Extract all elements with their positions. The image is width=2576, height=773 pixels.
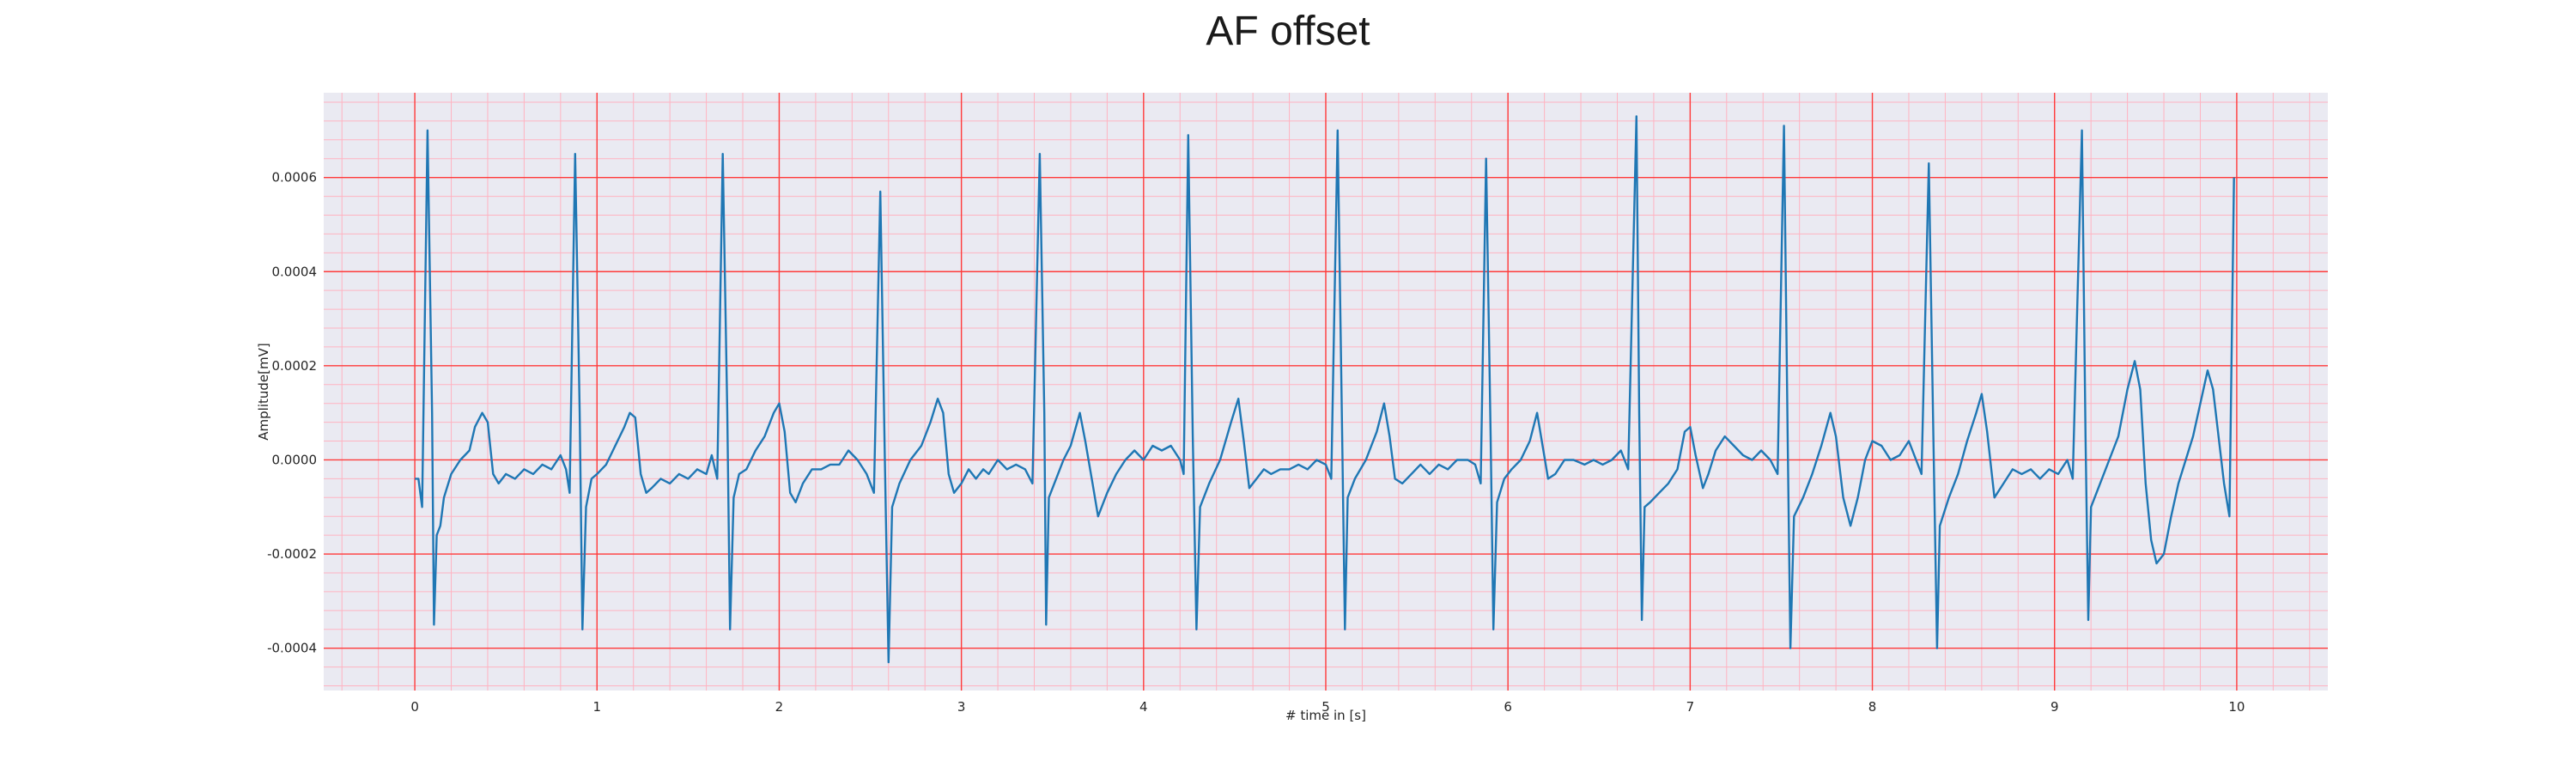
x-tick-label: 0: [410, 699, 419, 715]
chart-title: AF offset: [1206, 9, 1370, 54]
x-tick-label: 4: [1139, 699, 1148, 715]
y-tick-label: -0.0004: [267, 641, 317, 656]
x-tick-label: 5: [1321, 699, 1330, 715]
x-tick-label: 6: [1504, 699, 1512, 715]
y-tick-label: 0.0002: [272, 358, 318, 374]
x-tick-label: 7: [1686, 699, 1695, 715]
x-tick-label: 1: [592, 699, 601, 715]
x-axis-ticks: 0 1 2 3 4 5 6 7 8 9 10: [410, 699, 2245, 715]
y-tick-label: 0.0004: [272, 264, 318, 279]
x-tick-label: 3: [957, 699, 966, 715]
x-tick-label: 10: [2228, 699, 2245, 715]
major-grid: [324, 93, 2328, 691]
y-axis-ticks: -0.0004 -0.0002 0.0000 0.0002 0.0004 0.0006: [267, 170, 317, 656]
x-tick-label: 2: [775, 699, 784, 715]
x-tick-label: 8: [1868, 699, 1877, 715]
y-tick-label: 0.0000: [272, 452, 318, 467]
ecg-series-line: [415, 115, 2235, 664]
y-axis-label: Amplitude[mV]: [256, 343, 271, 440]
y-tick-label: -0.0002: [267, 546, 317, 562]
x-tick-label: 9: [2050, 699, 2059, 715]
y-tick-label: 0.0006: [272, 170, 318, 186]
x-axis-label: # time in [s]: [1285, 708, 1366, 723]
